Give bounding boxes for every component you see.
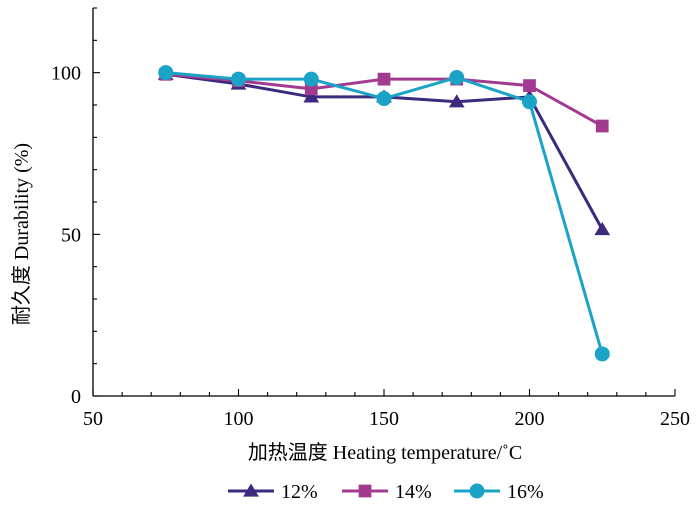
data-point: [594, 221, 611, 236]
legend-item: 12%: [228, 481, 318, 503]
series-layer: [157, 65, 611, 362]
data-point: [449, 70, 465, 86]
x-tick-label: 250: [660, 408, 690, 430]
data-point: [594, 346, 610, 362]
x-tick-label: 50: [83, 408, 103, 430]
data-point: [522, 94, 537, 110]
data-point: [448, 94, 465, 108]
y-tick-label: 100: [51, 63, 81, 85]
data-point: [158, 65, 174, 81]
legend-item: 14%: [342, 481, 432, 503]
legend-label: 16%: [507, 481, 544, 503]
legend-marker: [469, 483, 485, 499]
series-line: [165, 71, 604, 355]
data-point: [303, 71, 319, 87]
legend-marker: [358, 484, 372, 498]
data-point: [377, 72, 391, 86]
data-point: [595, 119, 609, 133]
data-point: [376, 91, 392, 107]
x-tick-label: 100: [224, 408, 254, 430]
legend-marker: [243, 483, 259, 497]
x-tick-label: 200: [515, 408, 545, 430]
y-tick-label: 0: [71, 386, 81, 408]
legend-label: 12%: [281, 481, 318, 503]
data-point: [523, 79, 536, 92]
y-axis-label: 耐久度 Durability (%): [10, 143, 33, 325]
series-16-pct: [158, 65, 610, 362]
data-point: [303, 89, 320, 103]
x-tick-label: 150: [369, 408, 399, 430]
x-axis-label: 加热温度 Heating temperature/˚C: [248, 441, 522, 464]
legend-item: 16%: [454, 481, 544, 503]
legend-label: 14%: [395, 481, 432, 503]
y-tick-label: 50: [61, 224, 81, 246]
legend: 12% 14% 16%: [228, 481, 544, 503]
data-point: [231, 71, 246, 87]
